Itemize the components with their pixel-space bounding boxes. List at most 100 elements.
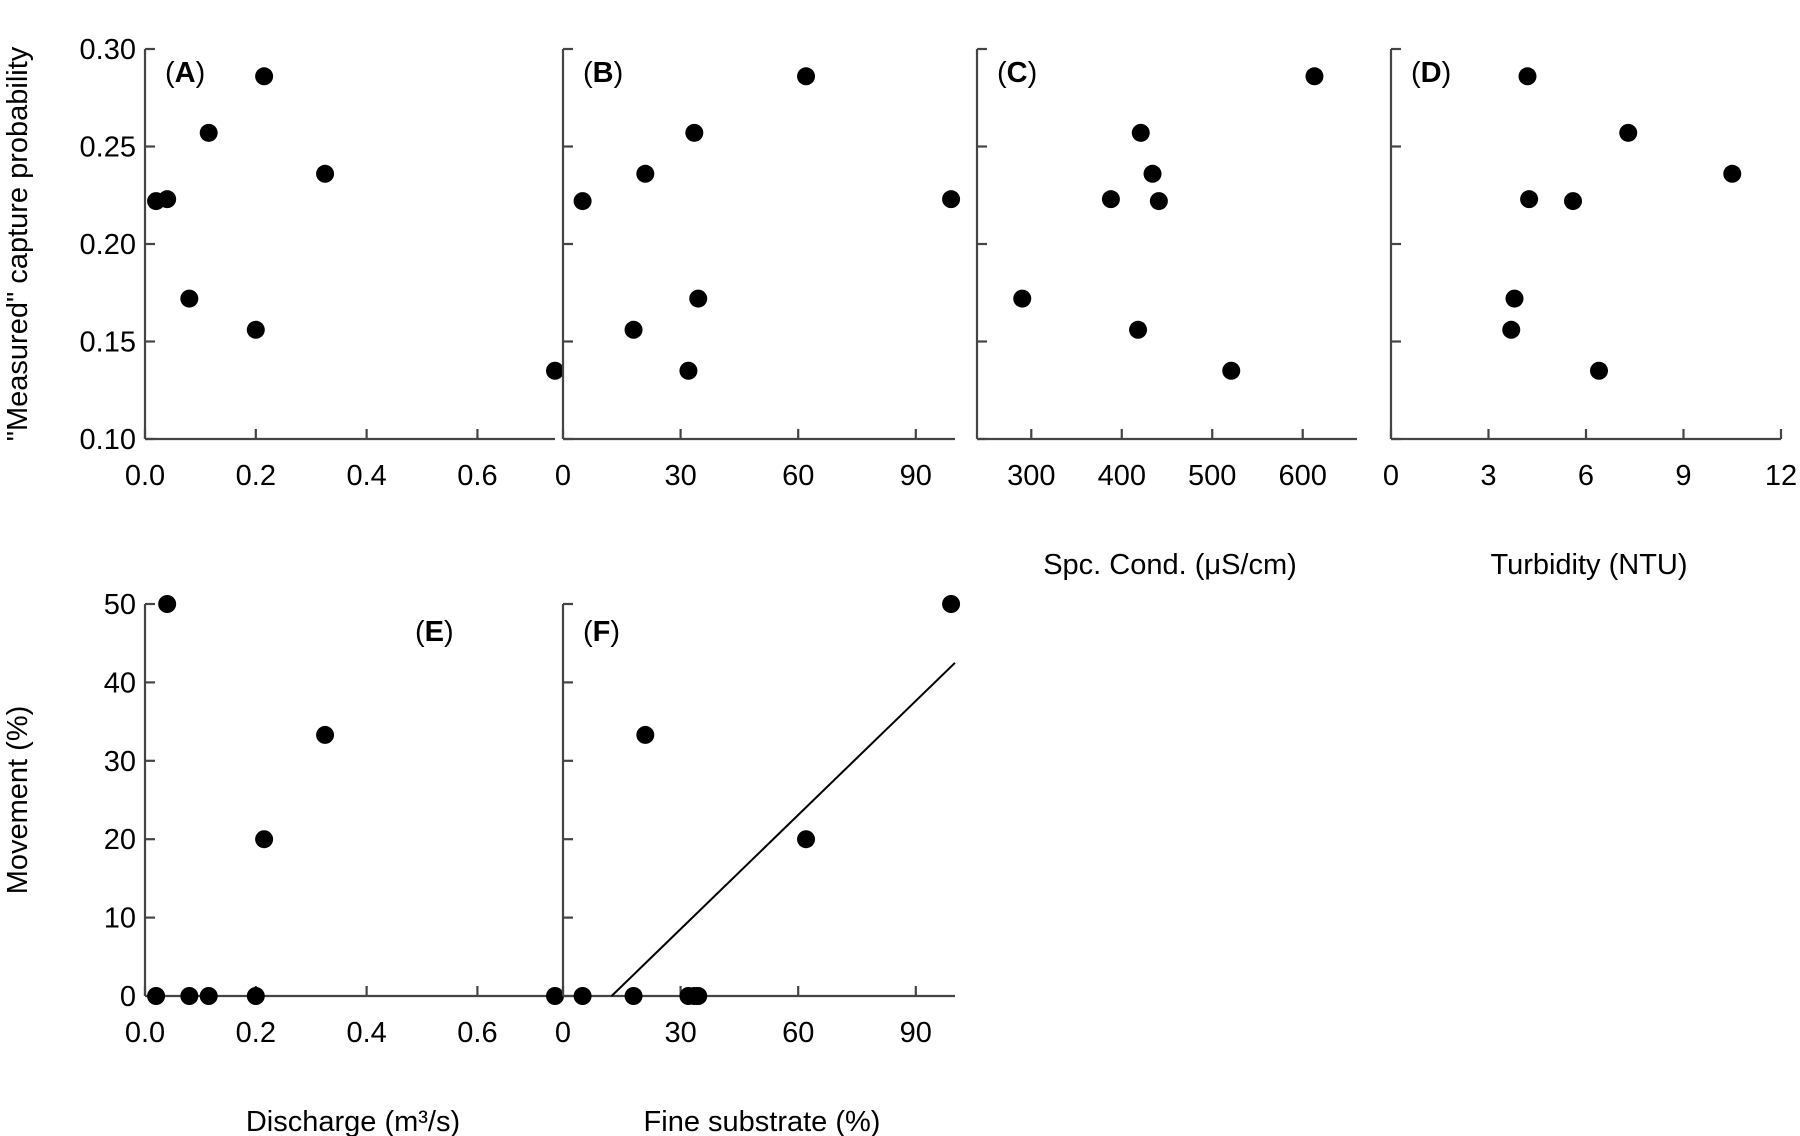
- data-point: [1143, 164, 1162, 183]
- data-point: [942, 190, 961, 209]
- x-tick-label: 6: [1578, 460, 1594, 492]
- data-point: [679, 361, 698, 380]
- panel-b: 0 30 60 90 (B): [555, 47, 961, 492]
- data-point: [199, 123, 218, 142]
- y-tick-label: 0.20: [80, 229, 136, 261]
- panel-label: (E): [415, 616, 454, 648]
- x-tick-label: 60: [782, 1017, 814, 1049]
- x-tick-label: 300: [1007, 460, 1055, 492]
- data-point: [1131, 123, 1150, 142]
- y-tick-label: 50: [104, 589, 136, 621]
- panel-label-letter: A: [175, 57, 196, 89]
- panel-a: 0.10 0.15 0.20 0.25 0.30 0.0 0.2 0.4 0.6 (A) "Meas…: [2, 34, 564, 492]
- panel-label-close: ): [444, 616, 454, 648]
- x-tick-label: 0.4: [346, 1017, 386, 1049]
- y-tick-label: 10: [104, 903, 136, 935]
- data-point: [246, 320, 265, 339]
- panel-label-letter: B: [593, 57, 614, 89]
- x-tick-label: 500: [1188, 460, 1236, 492]
- data-point: [797, 67, 816, 86]
- panel-label-letter: C: [1007, 57, 1028, 89]
- y-tick-label: 0.15: [80, 327, 136, 359]
- y-axis-title: "Measured" capture probability: [2, 46, 34, 441]
- x-tick-label: 90: [900, 1017, 932, 1049]
- data-point: [942, 595, 961, 613]
- panel-label-open: (: [997, 57, 1007, 89]
- panel-label-letter: E: [425, 616, 444, 648]
- x-tick-label: 0: [1383, 460, 1399, 492]
- data-point: [689, 289, 708, 308]
- data-point: [546, 361, 564, 380]
- y-tick-label: 0.10: [80, 424, 136, 456]
- data-point: [1505, 289, 1524, 308]
- x-axis-title: Spc. Cond. (μS/cm): [1043, 549, 1297, 581]
- panel-label: (A): [165, 57, 205, 89]
- data-point: [1013, 289, 1032, 308]
- data-point: [573, 987, 592, 1005]
- x-tick-label: 0.6: [457, 1017, 497, 1049]
- data-point: [1101, 190, 1120, 209]
- y-axis-title: Movement (%): [2, 706, 34, 895]
- x-tick-label: 0.4: [346, 460, 386, 492]
- data-point: [1222, 361, 1241, 380]
- y-tick-label: 0: [120, 981, 136, 1013]
- panel-label-close: ): [610, 616, 620, 648]
- panel-label-open: (: [1411, 57, 1421, 89]
- data-point: [1723, 164, 1742, 183]
- data-point: [689, 987, 708, 1005]
- data-point: [180, 289, 199, 308]
- x-tick-label: 60: [782, 460, 814, 492]
- x-tick-label: 0: [555, 460, 571, 492]
- data-point: [1619, 123, 1638, 142]
- data-point: [147, 987, 166, 1005]
- regression-line: [610, 662, 956, 997]
- data-point: [255, 67, 274, 86]
- panel-f: 0 30 60 90 (F) Fine substrate (%): [555, 595, 961, 1136]
- panel-c: 300 400 500 600 (C) Spc. Cond. (μS/cm): [975, 47, 1357, 581]
- data-point: [246, 987, 265, 1005]
- y-tick-label: 0.25: [80, 132, 136, 164]
- panel-label: (C): [997, 57, 1037, 89]
- x-tick-label: 600: [1279, 460, 1327, 492]
- data-point: [158, 595, 177, 613]
- x-tick-label: 3: [1480, 460, 1496, 492]
- panel-e: 0 10 20 30 40 50 0.0 0.2 0.4 0.6 (E) Discharge (m³/…: [2, 589, 564, 1136]
- data-point: [1502, 320, 1521, 339]
- data-point: [636, 164, 655, 183]
- data-point: [1129, 320, 1148, 339]
- panel-label-letter: D: [1421, 57, 1442, 89]
- panel-label-open: (: [415, 616, 425, 648]
- x-tick-label: 400: [1098, 460, 1146, 492]
- data-point: [1518, 67, 1537, 86]
- panel-label-close: ): [196, 57, 206, 89]
- y-tick-label: 20: [104, 824, 136, 856]
- x-tick-label: 0.6: [457, 460, 497, 492]
- data-point: [573, 192, 592, 211]
- x-tick-label: 0.2: [236, 460, 276, 492]
- panel-label: (F): [583, 616, 620, 648]
- data-point: [255, 830, 274, 849]
- x-tick-label: 0.0: [125, 460, 165, 492]
- panel-label: (D): [1411, 57, 1451, 89]
- data-point: [546, 987, 564, 1005]
- panel-label-open: (: [165, 57, 175, 89]
- x-tick-label: 0.2: [236, 1017, 276, 1049]
- x-axis-title: Fine substrate (%): [644, 1106, 881, 1136]
- data-point: [199, 987, 218, 1005]
- x-tick-label: 30: [664, 1017, 696, 1049]
- panel-label-close: ): [614, 57, 624, 89]
- data-point: [685, 123, 704, 142]
- data-point: [1305, 67, 1324, 86]
- data-point: [624, 320, 643, 339]
- panel-label: (B): [583, 57, 623, 89]
- data-point: [1149, 192, 1168, 211]
- data-point: [316, 164, 335, 183]
- data-point: [624, 987, 643, 1005]
- data-point: [1590, 361, 1608, 380]
- data-point: [636, 725, 655, 744]
- x-tick-label: 0.0: [125, 1017, 165, 1049]
- panel-label-open: (: [583, 616, 593, 648]
- panel-d: 0 3 6 9 12 (D) Turbidity (NTU): [1383, 47, 1797, 581]
- panel-label-close: ): [1028, 57, 1038, 89]
